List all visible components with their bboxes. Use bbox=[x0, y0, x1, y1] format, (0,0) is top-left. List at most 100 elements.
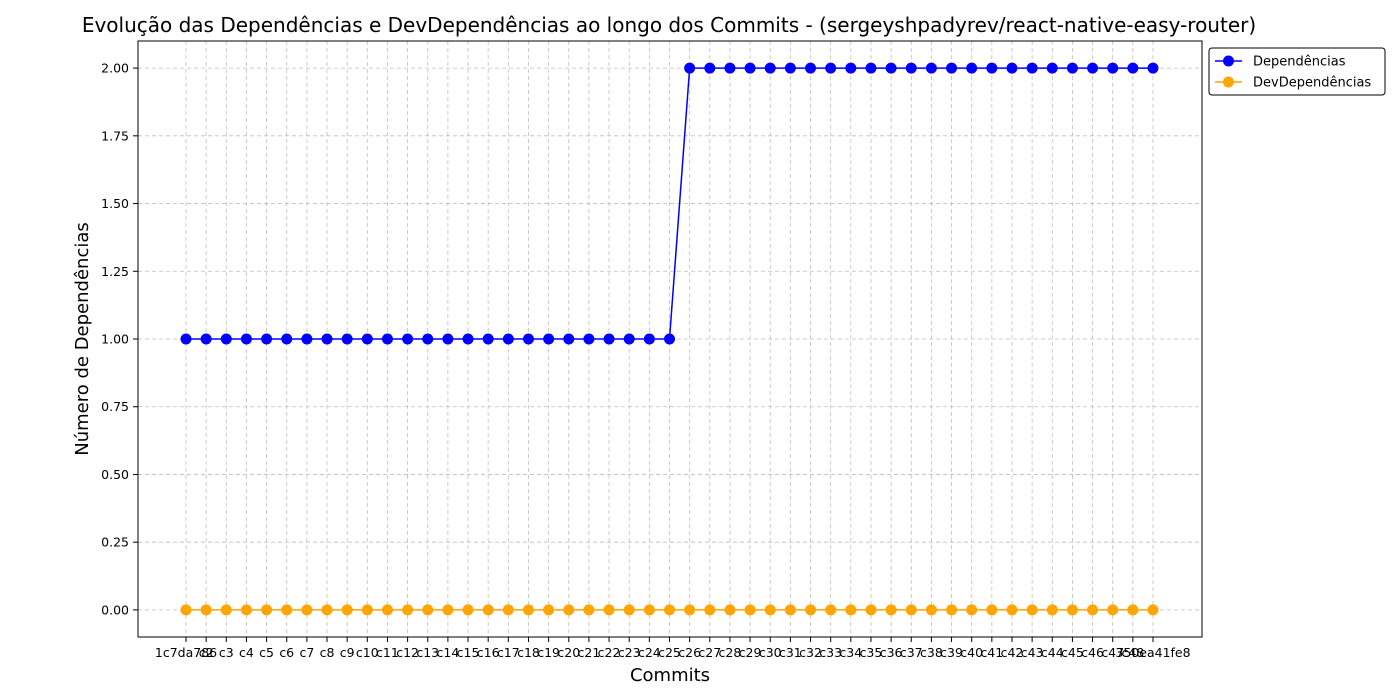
x-tick-label: c28 bbox=[719, 645, 742, 660]
data-point bbox=[603, 604, 615, 616]
x-tick-label: c23 bbox=[618, 645, 641, 660]
data-point bbox=[381, 333, 393, 345]
x-tick-label: 1c7da786 bbox=[155, 645, 217, 660]
data-point bbox=[563, 333, 575, 345]
data-point bbox=[543, 604, 555, 616]
x-tick-label: c15 bbox=[457, 645, 480, 660]
data-point bbox=[825, 604, 837, 616]
x-axis-label: Commits bbox=[630, 665, 710, 686]
x-tick-label: c44 bbox=[1041, 645, 1064, 660]
data-point bbox=[381, 604, 393, 616]
data-point bbox=[200, 604, 212, 616]
data-point bbox=[281, 333, 293, 345]
legend: Dependências DevDependências bbox=[1208, 47, 1386, 96]
series-layer bbox=[180, 62, 1159, 616]
data-point bbox=[321, 604, 333, 616]
data-point bbox=[341, 333, 353, 345]
data-point bbox=[966, 62, 978, 74]
x-tick-label: c9 bbox=[340, 645, 355, 660]
x-tick-label: c32 bbox=[799, 645, 822, 660]
data-point bbox=[684, 62, 696, 74]
data-point bbox=[442, 333, 454, 345]
data-point bbox=[744, 62, 756, 74]
x-tick-label: c19 bbox=[537, 645, 560, 660]
data-point bbox=[301, 604, 313, 616]
data-point bbox=[885, 62, 897, 74]
data-point bbox=[664, 604, 675, 616]
data-point bbox=[563, 604, 575, 616]
data-point bbox=[1107, 62, 1119, 74]
data-point bbox=[724, 62, 736, 74]
data-point bbox=[583, 604, 595, 616]
data-point bbox=[180, 604, 192, 616]
x-tick-label: c22 bbox=[598, 645, 621, 660]
data-point bbox=[764, 604, 776, 616]
data-point bbox=[664, 333, 675, 345]
x-tick-label: c13 bbox=[416, 645, 439, 660]
data-point bbox=[623, 333, 635, 345]
data-point bbox=[502, 333, 514, 345]
x-tick-label: c14 bbox=[437, 645, 460, 660]
x-tick-label: c11 bbox=[376, 645, 399, 660]
data-point bbox=[925, 604, 937, 616]
data-point bbox=[1107, 604, 1119, 616]
data-point bbox=[784, 62, 796, 74]
data-point bbox=[704, 604, 716, 616]
data-point bbox=[946, 62, 958, 74]
data-point bbox=[1046, 604, 1058, 616]
data-point bbox=[462, 333, 474, 345]
data-point bbox=[462, 604, 474, 616]
x-tick-label: c46 bbox=[1081, 645, 1104, 660]
data-point bbox=[1066, 62, 1078, 74]
y-axis-label: Número de Dependências bbox=[72, 222, 93, 456]
legend-items: Dependências DevDependências bbox=[1215, 55, 1371, 91]
data-point bbox=[321, 333, 333, 345]
data-point bbox=[1046, 62, 1058, 74]
x-tick-label: c5 bbox=[259, 645, 274, 660]
data-point bbox=[865, 604, 877, 616]
x-tick-label: c30 bbox=[759, 645, 782, 660]
y-tick-label: 0.50 bbox=[101, 467, 129, 482]
data-point bbox=[603, 333, 615, 345]
x-tick-label: c12 bbox=[396, 645, 419, 660]
data-point bbox=[1026, 62, 1038, 74]
x-tick-label: c21 bbox=[578, 645, 601, 660]
data-point bbox=[1006, 62, 1018, 74]
data-point bbox=[1066, 604, 1078, 616]
x-tick-label: c25 bbox=[658, 645, 681, 660]
chart-title: Evolução das Dependências e DevDependênc… bbox=[82, 13, 1256, 37]
x-tick-label: c24 bbox=[638, 645, 661, 660]
x-tick-label: c10 bbox=[356, 645, 379, 660]
x-tick-label: c2 bbox=[199, 645, 214, 660]
data-point bbox=[543, 333, 555, 345]
x-tick-label: c48 bbox=[1121, 645, 1144, 660]
x-tick-label: c42 bbox=[1001, 645, 1024, 660]
data-point bbox=[744, 604, 756, 616]
y-tick-label: 0.25 bbox=[101, 535, 129, 550]
y-tick-label: 0.00 bbox=[101, 602, 129, 617]
data-point bbox=[402, 604, 414, 616]
legend-label: Dependências bbox=[1253, 55, 1346, 70]
x-tick-label: c34 bbox=[839, 645, 862, 660]
data-point bbox=[784, 604, 796, 616]
data-point bbox=[522, 604, 534, 616]
data-point bbox=[764, 62, 776, 74]
data-point bbox=[200, 333, 212, 345]
data-point bbox=[583, 333, 595, 345]
data-point bbox=[341, 604, 353, 616]
data-point bbox=[1147, 62, 1159, 74]
data-point bbox=[1006, 604, 1018, 616]
data-point bbox=[643, 333, 655, 345]
data-point bbox=[220, 604, 232, 616]
data-point bbox=[422, 333, 434, 345]
data-point bbox=[805, 604, 817, 616]
x-tick-label: 350ea41fe8 bbox=[1115, 645, 1190, 660]
x-tick-label: c29 bbox=[739, 645, 762, 660]
x-tick-label: c31 bbox=[779, 645, 802, 660]
data-point bbox=[482, 604, 494, 616]
data-point bbox=[643, 604, 655, 616]
x-tick-label: c41 bbox=[980, 645, 1003, 660]
y-tick-label: 1.75 bbox=[101, 128, 129, 143]
